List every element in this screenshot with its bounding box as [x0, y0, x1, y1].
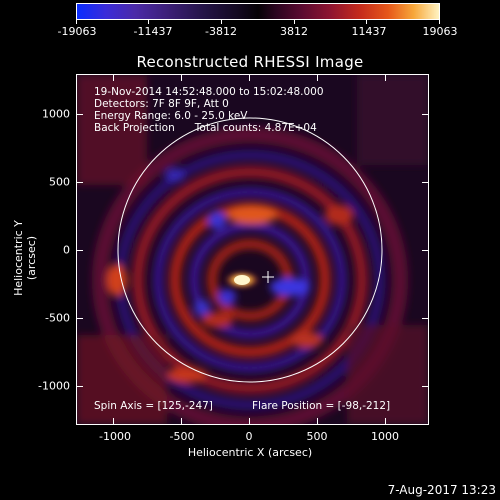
y-tick-label: -500: [45, 311, 70, 325]
x-tick: [385, 74, 386, 81]
detectors-text: Detectors: 7F 8F 9F, Att 0: [94, 98, 229, 110]
colorbar-tick: [76, 20, 77, 24]
colorbar-label: -19063: [57, 25, 97, 38]
x-tick: [113, 418, 114, 425]
x-tick-label: 0: [245, 430, 253, 443]
y-tick-label: 500: [49, 175, 70, 189]
x-tick: [317, 74, 318, 81]
solar-image-plot: [76, 74, 429, 425]
y-tick-label: -1000: [38, 379, 70, 393]
footer-date: 7-Aug-2017 13:23: [387, 483, 496, 497]
energy-range-text: Energy Range: 6.0 - 25.0 keV: [94, 110, 248, 122]
reconstructed-image: [77, 75, 428, 424]
x-tick-label: 1000: [371, 430, 399, 443]
solar-limb-circle: [117, 117, 383, 383]
colorbar-label: -11437: [133, 25, 173, 38]
x-tick-label: -500: [169, 430, 195, 443]
y-tick: [76, 182, 83, 183]
y-tick: [76, 318, 83, 319]
color-scale-bar: [76, 3, 440, 20]
y-tick: [76, 386, 83, 387]
x-tick: [249, 418, 250, 425]
colorbar-tick: [366, 20, 367, 24]
x-tick: [181, 74, 182, 81]
flare-position-text: Flare Position = [-98,-212]: [252, 400, 391, 412]
plot-title: Reconstructed RHESSI Image: [136, 53, 364, 71]
colorbar-label: 19063: [422, 25, 458, 38]
x-tick-label: 500: [306, 430, 328, 443]
y-tick: [76, 114, 83, 115]
colorbar-label: -3812: [205, 25, 237, 38]
colorbar-tick: [294, 20, 295, 24]
time-range-text: 19-Nov-2014 14:52:48.000 to 15:02:48.000: [94, 86, 324, 98]
y-tick: [422, 250, 429, 251]
x-tick-label: -1000: [99, 430, 131, 443]
colorbar-tick: [439, 20, 440, 24]
x-tick: [181, 418, 182, 425]
colorbar-label: 11437: [351, 25, 387, 38]
x-tick: [249, 74, 250, 81]
x-tick: [317, 418, 318, 425]
x-tick: [113, 74, 114, 81]
x-axis-title: Heliocentric X (arcsec): [187, 446, 313, 459]
y-axis-title: Heliocentric Y (arcsec): [12, 220, 38, 296]
y-tick-label: 1000: [42, 107, 70, 121]
y-tick: [422, 114, 429, 115]
y-tick: [76, 250, 83, 251]
spin-axis-text: Spin Axis = [125,-247]: [94, 400, 213, 412]
y-tick: [422, 182, 429, 183]
colorbar-tick: [221, 20, 222, 24]
y-tick: [422, 318, 429, 319]
method-counts-text: Back Projection Total counts: 4.87E+04: [94, 122, 317, 134]
x-tick: [385, 418, 386, 425]
y-tick: [422, 386, 429, 387]
y-tick-label: 0: [63, 243, 70, 257]
flare-position-cross: [262, 271, 274, 283]
colorbar-tick: [148, 20, 149, 24]
colorbar-label: 3812: [280, 25, 308, 38]
